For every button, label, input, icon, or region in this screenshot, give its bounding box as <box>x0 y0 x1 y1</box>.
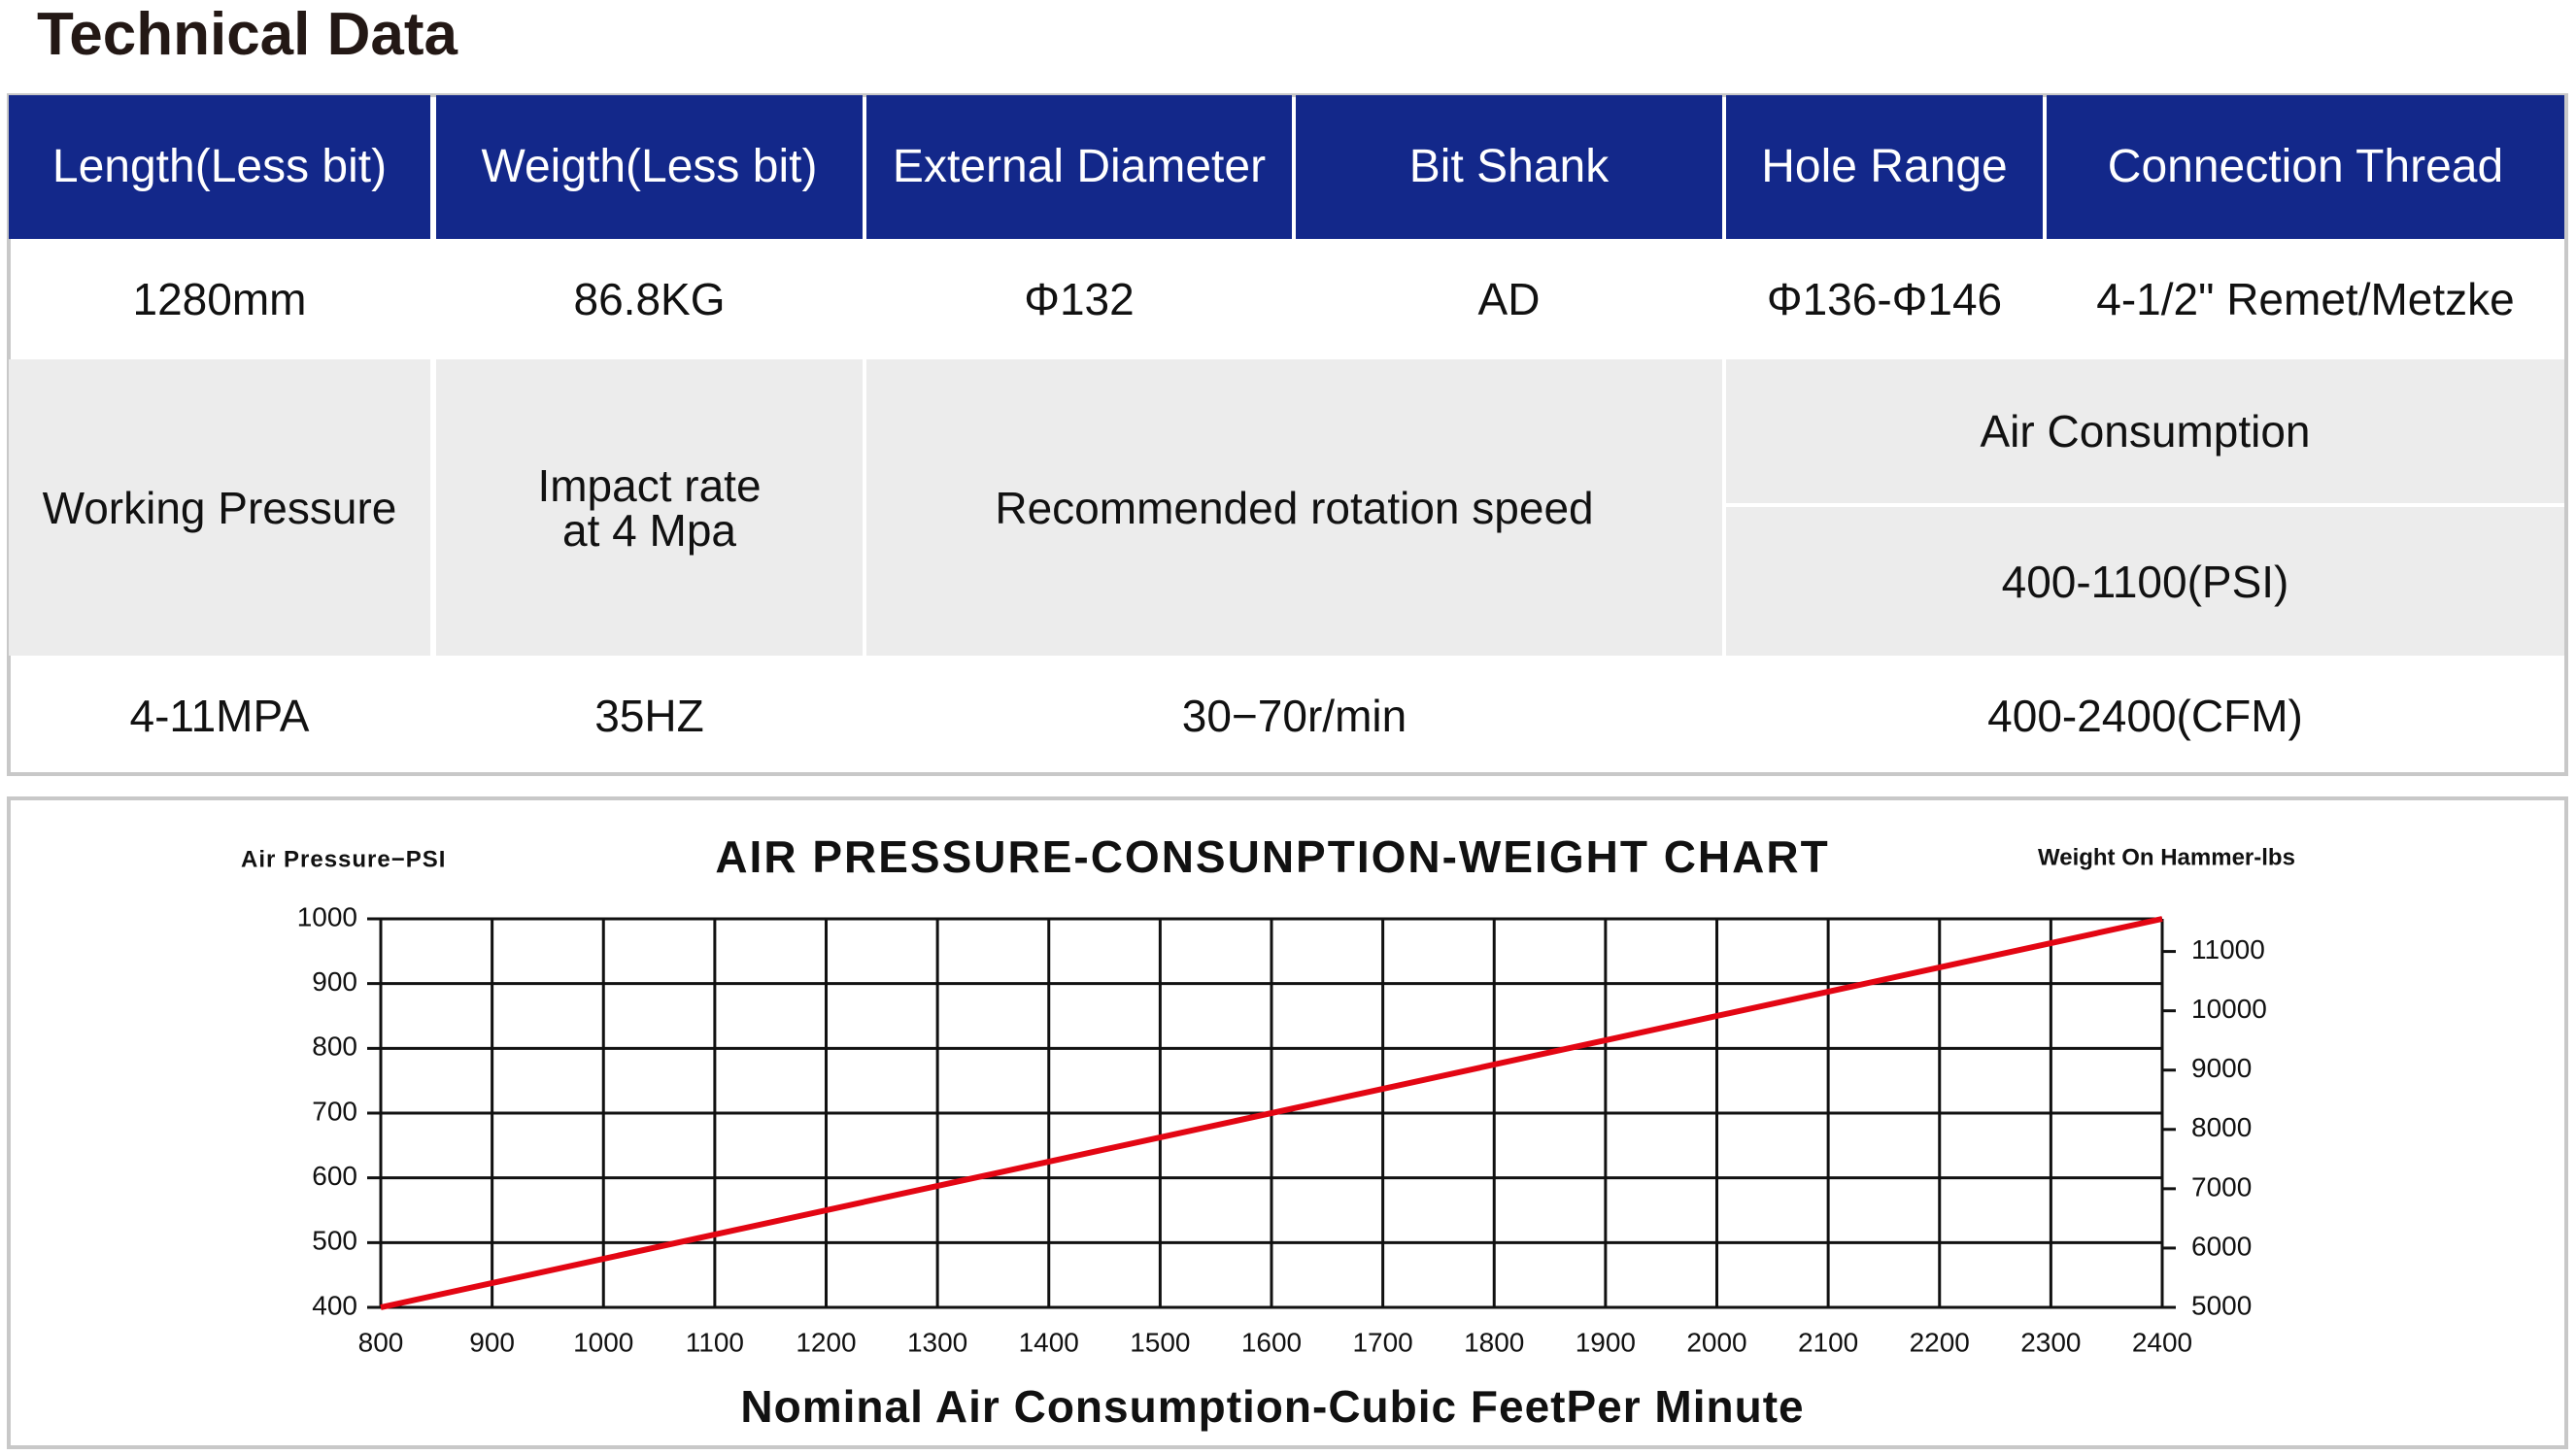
x-tick-label: 1000 <box>573 1327 633 1357</box>
x-tick-label: 1900 <box>1576 1327 1636 1357</box>
y-tick-label: 900 <box>312 966 357 997</box>
table-cell: 4-11MPA <box>129 691 310 741</box>
y2-tick-label: 10000 <box>2191 994 2267 1024</box>
table-cell: 400-1100(PSI) <box>1726 507 2564 656</box>
y2-tick-label: 11000 <box>2191 934 2265 964</box>
y2-axis-label: Weight On Hammer-lbs <box>2038 844 2295 870</box>
header-cell: Hole Range <box>1726 95 2043 239</box>
table-cell: Impact rate at 4 Mpa <box>436 359 863 656</box>
y-tick-label: 600 <box>312 1161 357 1191</box>
y2-tick-label: 9000 <box>2191 1053 2252 1083</box>
x-tick-label: 1600 <box>1241 1327 1302 1357</box>
y2-tick-label: 8000 <box>2191 1112 2252 1142</box>
table-cell: Recommended rotation speed <box>866 359 1722 656</box>
y-tick-label: 1000 <box>297 901 357 931</box>
x-tick-label: 1400 <box>1019 1327 1079 1357</box>
header-cell: External Diameter <box>866 95 1292 239</box>
table-cell: 35HZ <box>594 691 704 741</box>
y2-tick-label: 6000 <box>2191 1231 2252 1261</box>
table-cell: 4-1/2" Remet/Metzke <box>2096 274 2515 324</box>
x-tick-label: 2000 <box>1686 1327 1746 1357</box>
y-tick-label: 700 <box>312 1096 357 1126</box>
table-cell: AD <box>1477 274 1541 324</box>
table-cell: Φ136-Φ146 <box>1766 274 2003 324</box>
x-tick-label: 2400 <box>2132 1327 2192 1357</box>
x-tick-label: 800 <box>358 1327 404 1357</box>
x-tick-label: 1100 <box>686 1327 744 1357</box>
header-cell: Connection Thread <box>2047 95 2564 239</box>
x-tick-label: 1800 <box>1464 1327 1524 1357</box>
page-title: Technical Data <box>37 1 458 68</box>
x-axis-label: Nominal Air Consumption-Cubic FeetPer Mi… <box>740 1381 1804 1432</box>
x-tick-label: 1700 <box>1352 1327 1412 1357</box>
line <box>380 916 2163 1310</box>
chart-title: AIR PRESSURE-CONSUNPTION-WEIGHT CHART <box>715 831 1829 882</box>
table-cell: 86.8KG <box>573 274 726 324</box>
y2-tick-label: 5000 <box>2191 1290 2252 1320</box>
table-cell: 400-2400(CFM) <box>1987 691 2303 741</box>
x-tick-label: 2200 <box>1910 1327 1970 1357</box>
y-tick-label: 500 <box>312 1226 357 1256</box>
table-cell: Air Consumption <box>1726 359 2564 503</box>
table-cell: 1280mm <box>132 274 307 324</box>
x-tick-label: 2100 <box>1798 1327 1858 1357</box>
y-tick-label: 800 <box>312 1032 357 1062</box>
header-cell: Length(Less bit) <box>9 95 430 239</box>
y-axis-label: Air Pressure−PSI <box>241 846 446 872</box>
table-cell: Φ132 <box>1024 274 1135 324</box>
header-cell: Weigth(Less bit) <box>436 95 863 239</box>
x-tick-label: 1500 <box>1130 1327 1190 1357</box>
chart-frame <box>7 796 2568 1449</box>
header-cell: Bit Shank <box>1296 95 1722 239</box>
x-tick-label: 2300 <box>2020 1327 2081 1357</box>
x-tick-label: 1200 <box>796 1327 856 1357</box>
y-tick-label: 400 <box>312 1290 357 1320</box>
x-tick-label: 1300 <box>907 1327 967 1357</box>
table-cell: 30−70r/min <box>1181 691 1407 741</box>
y2-tick-label: 7000 <box>2191 1171 2252 1201</box>
x-tick-label: 900 <box>469 1327 515 1357</box>
table-cell: Working Pressure <box>9 359 430 656</box>
